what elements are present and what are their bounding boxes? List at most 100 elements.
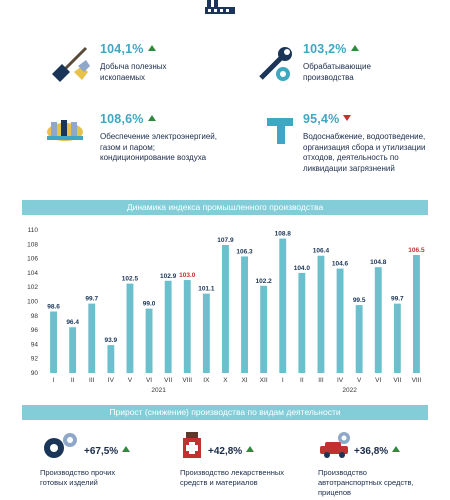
data-label: 102.5 bbox=[122, 276, 139, 283]
y-tick-label: 102 bbox=[27, 284, 38, 291]
data-label: 108.8 bbox=[275, 231, 292, 238]
bar bbox=[183, 280, 191, 373]
mining-shovel-icon bbox=[50, 44, 92, 89]
data-label: 102.2 bbox=[256, 278, 273, 285]
manufacturing-pct: 103,2% bbox=[303, 42, 347, 56]
mining-pct: 104,1% bbox=[100, 42, 144, 56]
bar bbox=[241, 256, 248, 373]
indicator-water: 95,4% Водоснабжение, водоотведение, орга… bbox=[265, 110, 450, 190]
bar bbox=[126, 283, 134, 373]
y-tick-label: 94 bbox=[31, 341, 39, 348]
electricity-pct: 108,6% bbox=[100, 112, 144, 126]
growth-pct-other-goods: +67,5% bbox=[84, 446, 119, 457]
power-plant-icon bbox=[45, 114, 85, 149]
x-tick-label: VI bbox=[146, 377, 152, 384]
x-tick-label: II bbox=[300, 377, 304, 384]
gears-icon bbox=[40, 430, 80, 465]
data-label: 96.4 bbox=[66, 319, 79, 326]
data-label: 104.0 bbox=[294, 265, 311, 272]
x-tick-label: V bbox=[128, 377, 133, 384]
growth-item-other-goods: +67,5% Производство прочих готовых издел… bbox=[40, 428, 170, 500]
mining-desc: Добыча полезных ископаемых bbox=[100, 62, 167, 82]
data-label: 99.7 bbox=[391, 296, 404, 303]
trend-up-icon bbox=[122, 446, 131, 452]
x-tick-label: VII bbox=[393, 377, 401, 384]
growth-desc-other-goods: Производство прочих готовых изделий bbox=[40, 468, 116, 487]
y-tick-label: 92 bbox=[31, 356, 39, 363]
data-label: 98.6 bbox=[47, 304, 60, 311]
data-label: 99.5 bbox=[353, 297, 366, 304]
trend-up-icon bbox=[147, 45, 156, 51]
bar bbox=[107, 345, 115, 373]
wrench-gear-icon bbox=[255, 44, 295, 89]
x-tick-label: III bbox=[318, 377, 324, 384]
x-tick-label: IX bbox=[203, 377, 210, 384]
bar bbox=[164, 280, 172, 373]
bar bbox=[279, 238, 287, 373]
bar bbox=[336, 268, 344, 373]
x-tick-label: I bbox=[53, 377, 55, 384]
indicator-manufacturing: 103,2% Обрабатывающие производства bbox=[255, 40, 445, 100]
x-tick-label: V bbox=[357, 377, 362, 384]
electricity-desc: Обеспечение электроэнергией, газом и пар… bbox=[100, 132, 217, 162]
factory-icon bbox=[205, 0, 235, 14]
x-tick-label: XII bbox=[260, 377, 268, 384]
growth-desc-vehicles: Производство автотранспортных средств, п… bbox=[318, 468, 414, 497]
bar bbox=[50, 311, 57, 373]
x-tick-label: VII bbox=[164, 377, 172, 384]
year-label: 2022 bbox=[342, 387, 357, 394]
x-tick-label: IV bbox=[337, 377, 344, 384]
x-tick-label: VIII bbox=[182, 377, 192, 384]
y-tick-label: 106 bbox=[27, 256, 38, 263]
y-tick-label: 96 bbox=[31, 327, 39, 334]
x-tick-label: VIII bbox=[412, 377, 422, 384]
bar bbox=[393, 303, 401, 373]
data-label: 102.9 bbox=[160, 273, 177, 280]
bar bbox=[260, 285, 268, 373]
trend-up-icon bbox=[147, 115, 156, 121]
manufacturing-desc: Обрабатывающие производства bbox=[303, 62, 371, 82]
x-tick-label: X bbox=[223, 377, 228, 384]
water-pct: 95,4% bbox=[303, 112, 340, 126]
bar bbox=[374, 267, 382, 373]
data-label: 99.0 bbox=[143, 301, 156, 308]
x-tick-label: III bbox=[89, 377, 95, 384]
x-tick-label: IV bbox=[108, 377, 115, 384]
data-label: 101.1 bbox=[198, 286, 215, 293]
data-label: 106.4 bbox=[313, 248, 330, 255]
bar bbox=[222, 245, 229, 373]
year-label: 2021 bbox=[151, 387, 166, 394]
y-tick-label: 104 bbox=[27, 270, 38, 277]
industrial-index-chart: 90 92 94 96 98 100 102 104 106 108 110 98.6 I 96.4 II 9… bbox=[27, 227, 425, 394]
trend-up-icon bbox=[246, 446, 255, 452]
chart-banner: Динамика индекса промышленного производс… bbox=[22, 200, 428, 215]
y-tick-label: 90 bbox=[31, 370, 39, 377]
indicator-mining: 104,1% Добыча полезных ископаемых bbox=[50, 40, 240, 100]
bar bbox=[88, 303, 96, 373]
growth-pct-vehicles: +36,8% bbox=[354, 446, 389, 457]
data-label: 106.3 bbox=[236, 248, 253, 255]
growth-desc-medicine: Производство лекарственных средств и мат… bbox=[180, 468, 285, 487]
indicator-electricity: 108,6% Обеспечение электроэнергией, газо… bbox=[45, 110, 245, 190]
x-tick-label: XI bbox=[241, 377, 247, 384]
growth-item-vehicles: +36,8% Производство автотранспортных сре… bbox=[318, 428, 448, 500]
medicine-icon bbox=[180, 430, 204, 465]
x-tick-label: VI bbox=[375, 377, 381, 384]
y-tick-label: 100 bbox=[27, 299, 38, 306]
trend-up-icon bbox=[392, 446, 401, 452]
growth-item-medicine: +42,8% Производство лекарственных средст… bbox=[180, 428, 310, 500]
x-tick-label: II bbox=[71, 377, 75, 384]
trend-down-icon bbox=[343, 115, 352, 121]
water-desc: Водоснабжение, водоотведение, организаци… bbox=[303, 132, 426, 173]
data-label: 104.8 bbox=[370, 259, 387, 266]
data-label: 104.6 bbox=[332, 261, 349, 268]
x-tick-label: I bbox=[282, 377, 284, 384]
bar bbox=[69, 327, 77, 373]
water-pipe-icon bbox=[265, 114, 295, 151]
data-label: 107.9 bbox=[217, 237, 234, 244]
y-tick-label: 98 bbox=[31, 313, 39, 320]
trend-up-icon bbox=[350, 45, 359, 51]
bar bbox=[145, 308, 153, 373]
bar bbox=[355, 305, 363, 373]
bar bbox=[298, 272, 306, 373]
